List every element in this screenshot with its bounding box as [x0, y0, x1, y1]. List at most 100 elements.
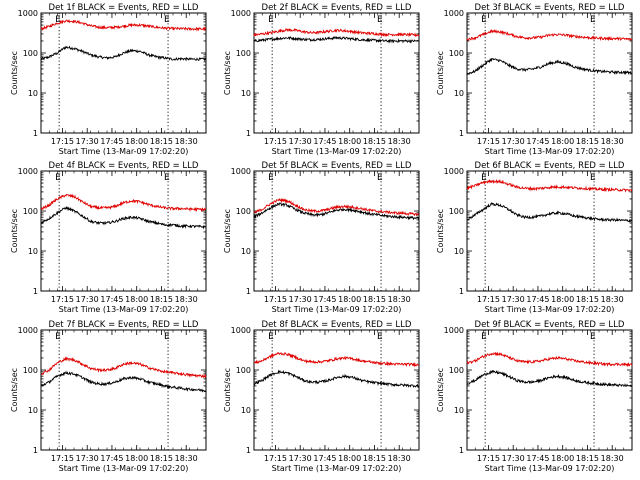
- x-tick-label: 17:15: [51, 454, 74, 463]
- time-marker-label: E: [590, 15, 596, 25]
- series-line-lld: [466, 29, 633, 42]
- chart-title: Det 3f BLACK = Events, RED = LLD: [475, 3, 625, 13]
- y-tick-label: 10: [241, 89, 251, 98]
- plot-frame: [466, 329, 633, 451]
- y-tick-label: 1000: [444, 326, 464, 335]
- x-tick-label: 17:45: [313, 454, 336, 463]
- x-axis-label: Start Time (13-Mar-09 17:02:20): [59, 147, 189, 156]
- series-line-lld: [253, 197, 420, 217]
- detector-panel-6: Det 6f BLACK = Events, RED = LLD 1 10 100 10…: [436, 161, 633, 314]
- x-tick-label: 18:15: [363, 295, 386, 304]
- x-tick-label: 18:15: [150, 137, 173, 146]
- y-tick-label: 1000: [231, 167, 251, 176]
- x-axis-label: Start Time (13-Mar-09 17:02:20): [272, 147, 402, 156]
- y-axis-label: Counts/sec: [223, 51, 232, 95]
- x-tick-label: 17:15: [51, 295, 74, 304]
- series-line-events: [253, 369, 420, 388]
- detector-panel-5: Det 5f BLACK = Events, RED = LLD 1 10 100 10…: [223, 161, 420, 314]
- x-tick-label: 17:30: [76, 295, 99, 304]
- time-marker-label: E: [268, 332, 274, 342]
- y-tick-label: 100: [23, 366, 38, 375]
- time-marker-label: E: [377, 332, 383, 342]
- time-marker-label: E: [590, 332, 596, 342]
- time-marker-label: E: [481, 15, 487, 25]
- x-tick-label: 17:15: [51, 137, 74, 146]
- y-tick-label: 1000: [18, 9, 38, 18]
- y-tick-label: 100: [236, 49, 251, 58]
- series-line-events: [40, 205, 207, 230]
- time-marker-label: E: [590, 173, 596, 183]
- y-axis-label: Counts/sec: [223, 209, 232, 253]
- y-tick-label: 1000: [18, 326, 38, 335]
- x-tick-label: 18:15: [576, 454, 599, 463]
- y-tick-label: 1: [459, 446, 464, 455]
- y-tick-label: 1: [33, 287, 38, 296]
- time-marker-label: E: [268, 173, 274, 183]
- y-tick-label: 100: [236, 366, 251, 375]
- y-tick-label: 10: [454, 406, 464, 415]
- x-tick-label: 18:00: [125, 295, 148, 304]
- x-tick-label: 18:15: [576, 295, 599, 304]
- x-axis-label: Start Time (13-Mar-09 17:02:20): [272, 305, 402, 314]
- x-tick-label: 18:15: [150, 454, 173, 463]
- y-tick-label: 1: [459, 287, 464, 296]
- x-tick-label: 18:30: [175, 454, 198, 463]
- y-tick-label: 100: [449, 207, 464, 216]
- x-tick-label: 17:45: [526, 137, 549, 146]
- series-line-lld: [40, 193, 207, 213]
- x-axis-label: Start Time (13-Mar-09 17:02:20): [485, 147, 615, 156]
- series-line-events: [40, 370, 207, 393]
- x-tick-label: 17:45: [100, 137, 123, 146]
- series-line-events: [40, 45, 207, 62]
- time-marker-label: E: [481, 173, 487, 183]
- y-tick-label: 1000: [444, 9, 464, 18]
- chart-title: Det 1f BLACK = Events, RED = LLD: [49, 3, 199, 13]
- x-tick-label: 18:15: [363, 137, 386, 146]
- time-marker-label: E: [377, 15, 383, 25]
- plot-frame: [253, 170, 420, 292]
- y-tick-label: 1: [459, 129, 464, 138]
- y-tick-label: 100: [449, 49, 464, 58]
- x-tick-label: 17:45: [100, 295, 123, 304]
- x-tick-label: 17:15: [264, 295, 287, 304]
- chart-title: Det 4f BLACK = Events, RED = LLD: [49, 161, 199, 171]
- x-tick-label: 17:30: [502, 295, 525, 304]
- y-tick-label: 1: [246, 446, 251, 455]
- chart-title: Det 8f BLACK = Events, RED = LLD: [262, 320, 412, 330]
- x-tick-label: 18:00: [551, 137, 574, 146]
- y-tick-label: 10: [28, 406, 38, 415]
- y-tick-label: 1: [33, 446, 38, 455]
- x-tick-label: 17:30: [76, 137, 99, 146]
- detector-panel-9: Det 9f BLACK = Events, RED = LLD 1 10 100 10…: [436, 320, 633, 473]
- time-marker-label: E: [164, 15, 170, 25]
- y-tick-label: 1: [33, 129, 38, 138]
- series-line-events: [253, 35, 420, 44]
- x-tick-label: 18:15: [150, 295, 173, 304]
- x-tick-label: 17:30: [502, 137, 525, 146]
- y-tick-label: 10: [241, 247, 251, 256]
- y-axis-label: Counts/sec: [436, 209, 445, 253]
- x-axis-label: Start Time (13-Mar-09 17:02:20): [272, 464, 402, 473]
- plot-frame: [40, 329, 207, 451]
- chart-title: Det 5f BLACK = Events, RED = LLD: [262, 161, 412, 171]
- plot-frame: [40, 12, 207, 134]
- x-tick-label: 18:30: [175, 137, 198, 146]
- y-tick-label: 10: [454, 247, 464, 256]
- y-tick-label: 100: [23, 49, 38, 58]
- x-tick-label: 17:15: [264, 137, 287, 146]
- x-tick-label: 18:30: [388, 137, 411, 146]
- series-line-events: [466, 369, 633, 388]
- time-marker-label: E: [268, 15, 274, 25]
- series-line-events: [253, 202, 420, 221]
- x-tick-label: 18:30: [601, 295, 624, 304]
- x-tick-label: 18:00: [125, 137, 148, 146]
- chart-title: Det 9f BLACK = Events, RED = LLD: [475, 320, 625, 330]
- series-line-events: [466, 57, 633, 76]
- y-tick-label: 10: [454, 89, 464, 98]
- y-tick-label: 10: [241, 406, 251, 415]
- y-tick-label: 1000: [444, 167, 464, 176]
- x-tick-label: 18:15: [363, 454, 386, 463]
- detector-panel-2: Det 2f BLACK = Events, RED = LLD 1 10 100 10…: [223, 3, 420, 156]
- x-tick-label: 18:30: [601, 137, 624, 146]
